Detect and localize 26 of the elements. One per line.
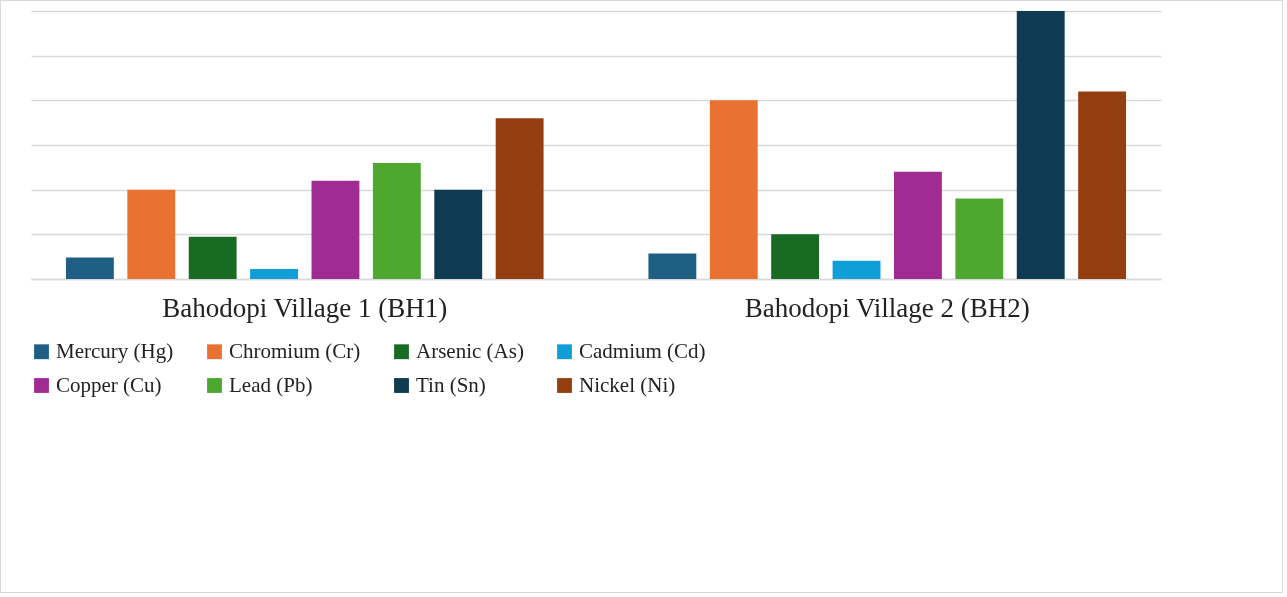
bar [832,260,881,279]
x-tick-label: Bahodopi Village 1 (BH1) [162,292,448,323]
bar [1078,91,1127,279]
x-tick-label: Bahodopi Village 2 (BH2) [744,292,1030,323]
bar [771,234,820,279]
legend-label: Lead (Pb) [229,372,313,397]
legend-label: Chromium (Cr) [229,338,361,363]
legend-label: Tin (Sn) [416,372,486,397]
bar [188,236,237,279]
legend-label: Mercury (Hg) [56,338,174,363]
legend-label: Cadmium (Cd) [579,338,706,363]
bar [372,162,421,279]
legend-label: Nickel (Ni) [579,372,676,397]
bar [495,118,544,279]
bar [648,253,697,279]
bar [709,100,758,279]
bar [955,198,1004,279]
bar [311,180,360,279]
legend-label: Copper (Cu) [56,372,162,397]
bar [1016,11,1065,279]
bar [65,257,114,279]
bar [127,189,176,279]
bar [434,189,483,279]
legend-label: Arsenic (As) [416,338,524,363]
bar [893,171,942,279]
bar [250,269,299,279]
